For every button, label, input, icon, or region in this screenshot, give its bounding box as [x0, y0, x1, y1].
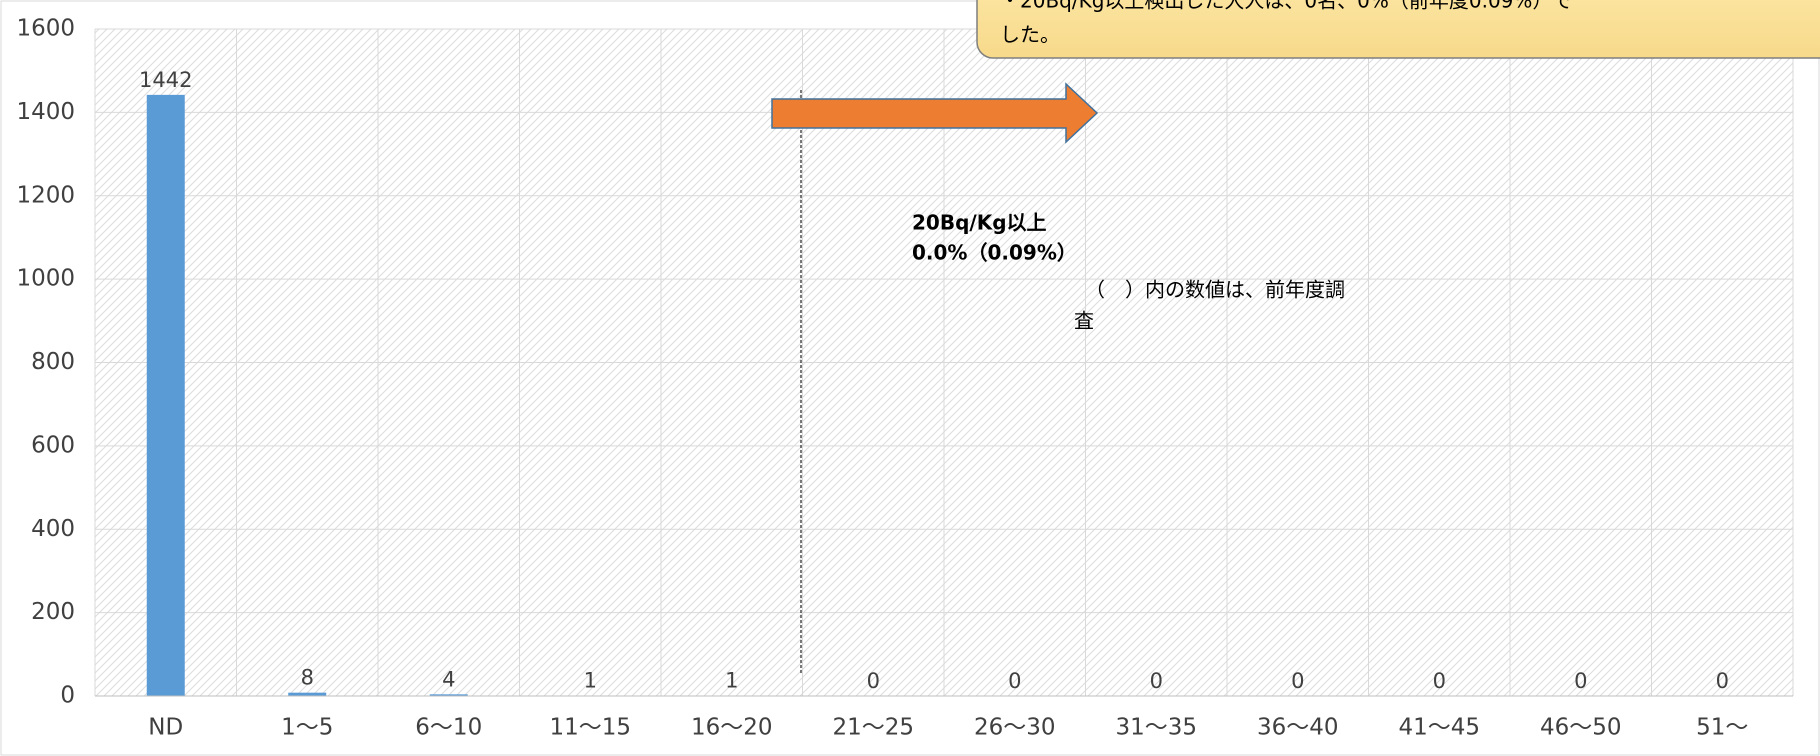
data-label: 0 — [1574, 669, 1587, 693]
y-tick-label: 0 — [60, 683, 75, 709]
x-tick-label: 36～40 — [1257, 715, 1339, 741]
x-tick-label: 6～10 — [415, 715, 482, 741]
note: 査 — [1074, 309, 1094, 333]
data-label: 8 — [301, 666, 314, 690]
x-tick-label: 31～35 — [1115, 715, 1197, 741]
x-tick-label: 46～50 — [1540, 715, 1622, 741]
bar — [146, 94, 185, 696]
threshold-label: 20Bq/Kg以上 — [912, 211, 1047, 235]
y-tick-label: 1400 — [16, 99, 75, 125]
bar — [429, 694, 468, 696]
data-label: 1 — [584, 669, 597, 693]
x-tick-label: 16～20 — [691, 715, 773, 741]
y-tick-label: 1600 — [16, 16, 75, 42]
y-tick-label: 800 — [31, 349, 75, 375]
data-label: 0 — [1716, 669, 1729, 693]
x-tick-label: 51～ — [1696, 715, 1748, 741]
data-label: 0 — [1008, 669, 1021, 693]
x-tick-label: 21～25 — [832, 715, 914, 741]
x-tick-label: 26～30 — [974, 715, 1056, 741]
data-label: 0 — [867, 669, 880, 693]
data-label: 0 — [1291, 669, 1304, 693]
callout-text: ・20Bq/Kg以上検出した大人は、0名、0%（前年度0.09%）で — [1000, 0, 1572, 13]
threshold-label: 0.0%（0.09%） — [912, 241, 1077, 265]
data-label: 0 — [1433, 669, 1446, 693]
callout-box — [976, 0, 1820, 59]
y-tick-label: 1200 — [16, 182, 75, 208]
arrow — [771, 82, 1099, 144]
x-tick-label: 41～45 — [1398, 715, 1480, 741]
y-tick-label: 400 — [31, 516, 75, 542]
x-tick-label: 11～15 — [549, 715, 631, 741]
data-label: 0 — [1150, 669, 1163, 693]
x-tick-label: ND — [148, 715, 183, 741]
note: （ ）内の数値は、前年度調 — [1085, 278, 1345, 302]
y-tick-label: 600 — [31, 432, 75, 458]
bar — [288, 692, 327, 696]
x-tick-label: 1～5 — [281, 715, 333, 741]
data-label: 1 — [725, 669, 738, 693]
data-label: 4 — [442, 667, 455, 691]
y-tick-label: 1000 — [16, 266, 75, 292]
callout-text: した。 — [1000, 23, 1060, 47]
y-tick-label: 200 — [31, 599, 75, 625]
data-label: 1442 — [139, 68, 192, 92]
